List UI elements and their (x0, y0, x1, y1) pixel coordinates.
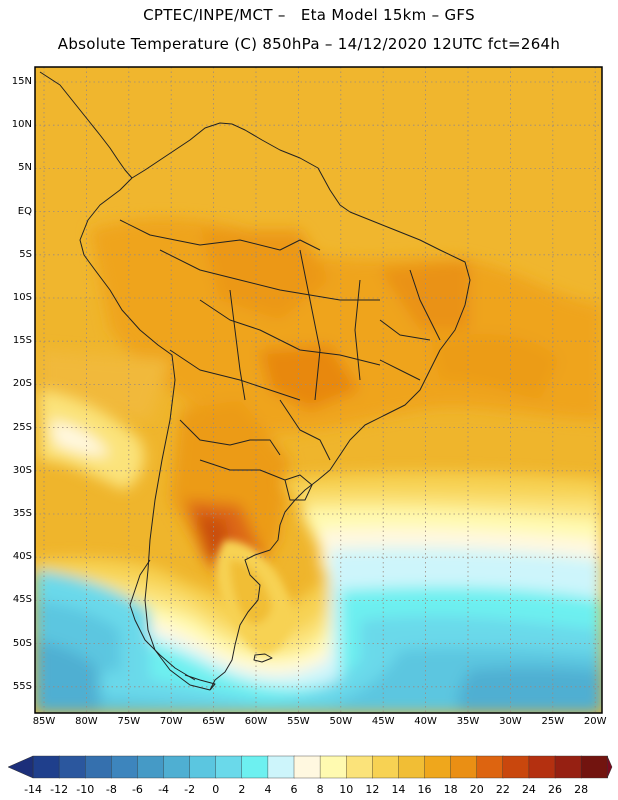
longitude-tick-label: 70W (159, 716, 183, 727)
colorbar-swatch (424, 755, 452, 779)
longitude-tick-label: 45W (371, 716, 395, 727)
colorbar-swatch (554, 755, 582, 779)
latitude-tick-label: 50S (12, 637, 32, 649)
colorbar-swatch (32, 755, 60, 779)
longitude-tick-label: 65W (202, 716, 225, 727)
latitude-tick-label: 10S (12, 292, 32, 303)
colorbar-tick-label: -6 (131, 783, 143, 796)
colorbar-tick-label: -8 (105, 783, 117, 796)
colorbar-tick-label: 2 (238, 783, 246, 796)
colorbar-tick-label: 24 (521, 783, 536, 796)
colorbar-swatch (189, 755, 217, 779)
latitude-tick-label: 30S (12, 464, 32, 476)
longitude-tick-label: 25W (541, 716, 565, 727)
colorbar-tick-label: -10 (76, 783, 95, 796)
colorbar-tick-label: 28 (574, 783, 589, 796)
colorbar-swatch (293, 755, 321, 779)
colorbar-tick-label: 6 (290, 783, 298, 796)
longitude-tick-label: 75W (117, 716, 141, 727)
colorbar-tick-label: 0 (212, 783, 220, 796)
colorbar-tick-label: -12 (50, 783, 69, 796)
colorbar-swatch (58, 755, 86, 779)
colorbar-swatch (528, 755, 556, 779)
latitude-tick-label: 25S (12, 421, 32, 433)
longitude-tick-label: 35W (456, 716, 480, 727)
colorbar-tick-label: 22 (495, 783, 510, 796)
colorbar-swatch (502, 755, 530, 779)
colorbar-tick-label: 26 (548, 783, 563, 796)
latitude-tick-label: 5S (19, 248, 32, 260)
latitude-tick-label: 10N (11, 119, 32, 131)
longitude-tick-label: 30W (499, 716, 522, 727)
temperature-field (35, 67, 602, 713)
colorbar-swatch (267, 755, 295, 779)
colorbar-over-arrow (606, 755, 613, 779)
latitude-tick-label: 5N (18, 162, 32, 174)
colorbar-swatch (346, 755, 374, 779)
colorbar-tick-label: 14 (391, 783, 406, 796)
colorbar-swatch (580, 755, 608, 779)
longitude-tick-label: 50W (329, 716, 353, 727)
colorbar-swatch (163, 755, 191, 779)
colorbar-tick-label: 8 (316, 783, 324, 796)
colorbar-tick-label: 4 (264, 783, 272, 796)
latitude-tick-label: 15S (12, 335, 32, 347)
map-title-source: CPTEC/INPE/MCT – Eta Model 15km – GFS (143, 6, 475, 24)
longitude-tick-label: 55W (287, 716, 310, 727)
colorbar-tick-label: -2 (184, 783, 196, 796)
colorbar-swatch (319, 755, 347, 779)
longitude-tick-label: 40W (414, 716, 437, 727)
longitude-tick-label: 20W (583, 716, 607, 727)
latitude-tick-label: 20S (12, 378, 32, 390)
coastline-layer (39, 71, 471, 691)
colorbar-swatch (398, 755, 426, 779)
latitude-tick-label: 35S (12, 508, 32, 519)
longitude-tick-label: 80W (75, 716, 98, 727)
colorbar-tick-label: 10 (339, 783, 354, 796)
map-title-variable: Absolute Temperature (C) 850hPa – 14/12/… (57, 35, 561, 53)
colorbar-tick-label: 18 (443, 783, 458, 796)
latitude-tick-label: 40S (12, 551, 32, 563)
colorbar-tick-label: -14 (24, 783, 43, 796)
colorbar-tick-label: -4 (158, 783, 170, 796)
colorbar-swatch (241, 755, 269, 779)
colorbar-under-arrow (7, 755, 34, 779)
map-frame (34, 66, 603, 714)
longitude-tick-label: 85W (32, 716, 56, 727)
colorbar-swatch (111, 755, 139, 779)
colorbar-swatch (215, 755, 243, 779)
colorbar-swatch (84, 755, 112, 779)
latitude-tick-label: EQ (17, 205, 32, 217)
longitude-tick-label: 60W (244, 716, 268, 727)
latitude-tick-label: 15N (11, 76, 32, 87)
colorbar-tick-label: 16 (417, 783, 432, 796)
colorbar-swatch (476, 755, 504, 779)
colorbar-tick-label: 12 (365, 783, 380, 796)
latitude-tick-label: 45S (12, 594, 32, 606)
colorbar (7, 755, 613, 779)
latitude-tick-label: 55S (12, 680, 32, 692)
colorbar-swatch (372, 755, 400, 779)
colorbar-swatch (137, 755, 165, 779)
colorbar-swatch (450, 755, 478, 779)
colorbar-tick-label: 20 (469, 783, 484, 796)
